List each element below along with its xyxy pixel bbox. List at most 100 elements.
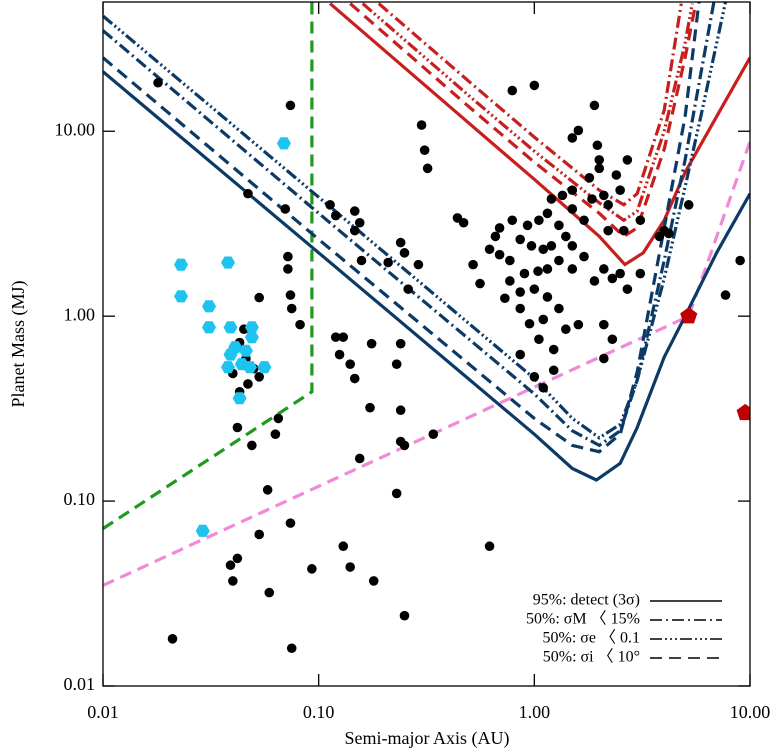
- planet-point: [603, 225, 613, 236]
- planet-point: [285, 290, 296, 300]
- y-tick-label: 0.10: [64, 489, 96, 509]
- planet-point: [515, 349, 526, 360]
- planet-point: [395, 405, 406, 416]
- planet-point: [561, 324, 571, 335]
- planet-point: [354, 453, 365, 464]
- planet-point: [546, 194, 557, 204]
- x-tick-label: 0.10: [303, 702, 335, 722]
- planet-point: [330, 332, 341, 342]
- curve: [329, 2, 750, 267]
- planet-point: [307, 564, 317, 574]
- planet-point: [243, 188, 253, 199]
- planet-point: [225, 560, 236, 571]
- planet-point: [395, 237, 406, 248]
- planet-point: [505, 276, 515, 286]
- planet-point: [494, 249, 505, 260]
- planet-point: [345, 359, 355, 369]
- planet-point: [567, 241, 578, 251]
- planet-point: [538, 382, 549, 393]
- planet-point: [599, 319, 609, 330]
- planet-point: [356, 255, 367, 266]
- planet-point: [270, 429, 281, 439]
- planet-point: [422, 163, 433, 174]
- planet-point: [490, 231, 501, 242]
- planet-point: [594, 163, 605, 174]
- planet-point: [167, 633, 178, 644]
- planet-point: [635, 215, 646, 226]
- x-axis-label: Semi-major Axis (AU): [345, 728, 510, 749]
- planet-point: [153, 77, 163, 88]
- planet-point: [475, 278, 485, 289]
- legend-label: 50%: σM 〈 15%: [526, 611, 640, 628]
- planet-point: [232, 553, 243, 564]
- planet-point: [538, 314, 549, 325]
- planet-point: [286, 303, 297, 314]
- planet-point: [548, 344, 559, 355]
- planet-point: [567, 185, 578, 195]
- planet-point: [548, 365, 559, 376]
- planet-point: [589, 100, 600, 111]
- planet-point: [366, 338, 377, 349]
- y-axis-label: Planet Mass (MJ): [8, 281, 29, 408]
- planet-point: [554, 303, 564, 314]
- planet-point: [221, 361, 235, 374]
- planet-point: [391, 359, 402, 369]
- planet-point: [349, 206, 360, 216]
- planet-point: [529, 372, 540, 382]
- legend-label: 95%: detect (3σ): [533, 592, 640, 609]
- planet-point: [254, 292, 265, 303]
- planet-point: [515, 287, 526, 297]
- planet-point: [338, 332, 349, 342]
- curve: [103, 2, 728, 440]
- planet-point: [223, 348, 238, 361]
- planet-point: [534, 334, 544, 345]
- planet-point: [419, 145, 430, 155]
- planet-point: [573, 125, 584, 136]
- planet-point: [242, 361, 257, 374]
- planet-point: [615, 185, 625, 195]
- planet-point: [202, 300, 216, 313]
- planet-point: [368, 576, 379, 586]
- curve: [103, 70, 750, 482]
- curve: [361, 2, 694, 223]
- planet-point: [542, 208, 553, 219]
- planet-point: [458, 217, 469, 228]
- planet-point: [330, 210, 341, 221]
- planet-point: [557, 190, 568, 201]
- planet-point: [283, 264, 293, 274]
- planet-point: [538, 244, 549, 255]
- planet-point: [428, 429, 439, 439]
- planet-point: [416, 120, 427, 130]
- planet-point: [529, 284, 540, 294]
- planet-point: [221, 256, 235, 269]
- planet-point: [223, 321, 238, 334]
- planet-point: [264, 587, 275, 598]
- planet-point: [247, 440, 257, 451]
- plot-area: [103, 2, 750, 654]
- y-tick-label: 10.00: [55, 119, 96, 139]
- planet-point: [295, 319, 305, 330]
- planet-point: [592, 140, 603, 151]
- planet-point: [262, 485, 273, 495]
- planet-point: [365, 402, 375, 413]
- y-tick-label: 0.01: [64, 674, 96, 694]
- planet-point: [663, 228, 674, 239]
- planet-point: [635, 268, 646, 279]
- planet-point: [567, 204, 578, 214]
- planet-point: [515, 303, 526, 314]
- planet-point: [554, 255, 564, 266]
- planet-point: [238, 344, 253, 357]
- planet-point: [232, 422, 243, 433]
- planet-point: [413, 259, 424, 270]
- planet-point: [599, 353, 609, 364]
- planet-point: [603, 200, 613, 210]
- planet-point: [403, 284, 413, 294]
- solar-system-planet: [680, 307, 698, 324]
- planet-point: [254, 372, 265, 382]
- planet-point: [484, 541, 495, 552]
- planet-point: [383, 257, 393, 268]
- curve: [103, 2, 716, 448]
- plot-frame: [102, 1, 751, 687]
